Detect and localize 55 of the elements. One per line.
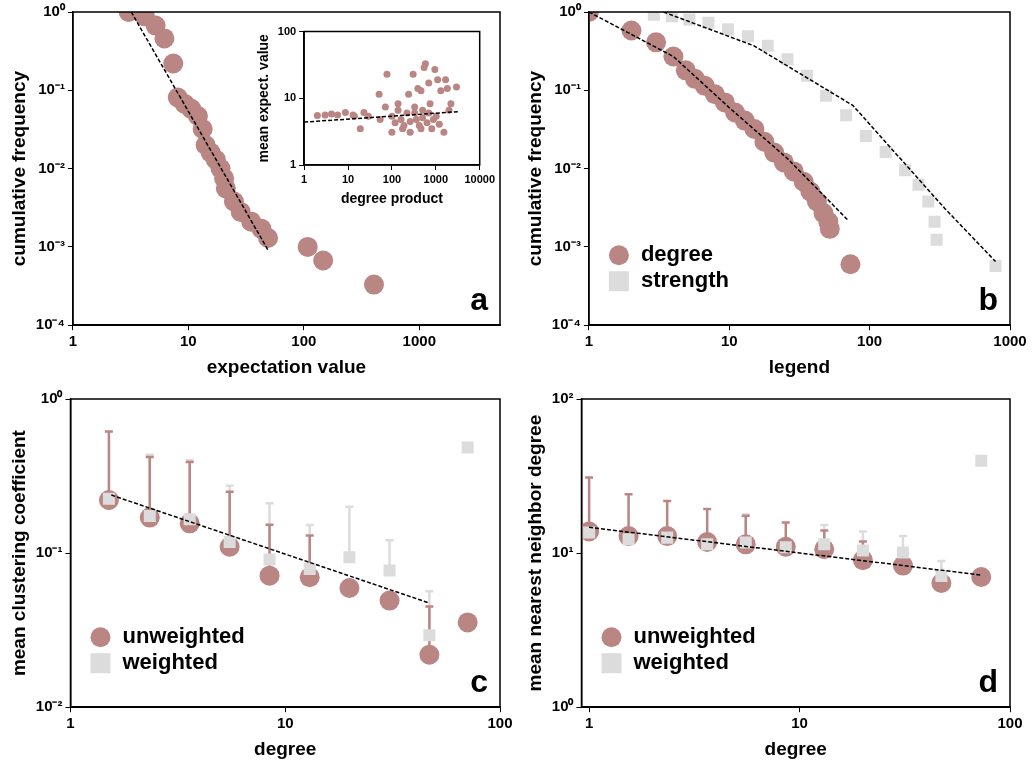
y-tick-label: 10¹ <box>551 543 574 561</box>
y-tick-label: 10⁰ <box>551 697 575 715</box>
y-axis-title: cumulative frequency <box>7 70 29 267</box>
legend-label: unweighted <box>122 623 245 649</box>
y-axis-title: mean expect. value <box>255 33 272 163</box>
y-tick-label: 10⁻² <box>554 158 581 176</box>
x-tick-label: 1000 <box>402 332 436 350</box>
y-tick-label: 10⁻² <box>35 697 63 715</box>
y-tick-label: 10⁻³ <box>38 237 65 255</box>
y-tick-label: 10⁰ <box>43 2 66 20</box>
legend-label: weighted <box>632 649 729 675</box>
x-axis-title: expectation value <box>206 355 367 377</box>
y-tick-label: 10⁻³ <box>554 237 581 255</box>
x-tick-label: 1 <box>584 714 594 732</box>
y-axis-title: mean nearest neighbor degree <box>523 414 545 692</box>
x-axis-title: degree <box>254 737 317 759</box>
y-tick-label: 10⁻⁴ <box>551 315 581 333</box>
x-tick-label: 1000 <box>423 172 449 185</box>
x-tick-label: 100 <box>997 714 1023 732</box>
x-tick-label: 10000 <box>464 172 495 185</box>
annotation: d <box>978 663 998 700</box>
x-tick-label: 100 <box>382 172 402 185</box>
x-axis-title: degree <box>764 737 827 759</box>
y-tick-label: 10² <box>551 389 574 407</box>
legend-label: degree <box>640 241 714 267</box>
legend-label: weighted <box>121 649 218 675</box>
annotation: a <box>470 281 489 318</box>
x-axis-title: legend <box>768 355 831 377</box>
y-tick-label: 10⁻¹ <box>554 80 581 98</box>
y-tick-label: 10⁻² <box>38 158 65 176</box>
annotation: c <box>470 663 488 700</box>
y-tick-label: 10⁻¹ <box>35 543 63 561</box>
y-axis-title: cumulative frequency <box>523 70 545 267</box>
y-tick-label: 1 <box>290 158 297 171</box>
x-tick-label: 10 <box>791 714 808 732</box>
legend-label: unweighted <box>633 623 756 649</box>
y-tick-label: 10⁰ <box>559 2 582 20</box>
y-tick-label: 10⁻¹ <box>38 80 65 98</box>
x-tick-label: 100 <box>487 714 513 732</box>
legend-label: strength <box>640 267 729 293</box>
x-tick-label: 10 <box>180 332 197 350</box>
x-tick-label: 1000 <box>993 332 1027 350</box>
x-tick-label: 1 <box>584 332 594 350</box>
y-tick-label: 100 <box>277 24 297 37</box>
y-tick-label: 10⁻⁴ <box>35 315 65 333</box>
x-axis-title: degree product <box>340 190 444 207</box>
x-tick-label: 10 <box>720 332 738 350</box>
x-tick-label: 1 <box>68 332 78 350</box>
y-axis-title: mean clustering coefficient <box>7 429 29 677</box>
y-tick-label: 10⁰ <box>40 389 64 407</box>
y-tick-label: 10 <box>283 91 297 104</box>
annotation: b <box>978 281 998 318</box>
x-tick-label: 1 <box>301 172 308 185</box>
x-tick-label: 100 <box>857 332 883 350</box>
x-tick-label: 10 <box>341 172 355 185</box>
